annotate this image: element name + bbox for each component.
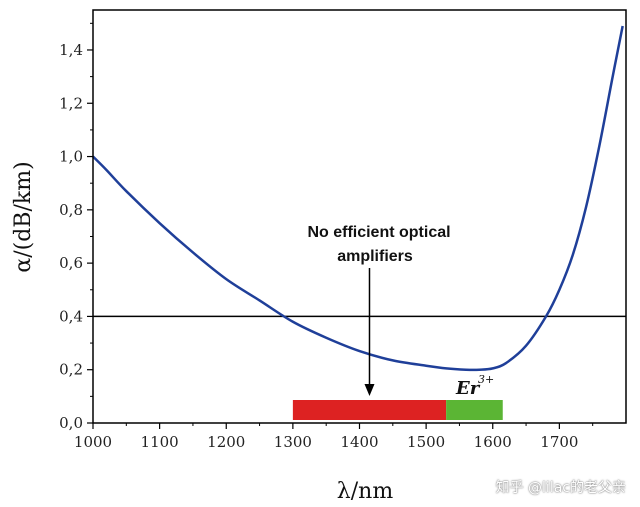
x-axis-title: λ/nm bbox=[337, 479, 394, 504]
no-amplifier-band bbox=[292, 400, 447, 420]
x-tick-label: 1700 bbox=[540, 433, 578, 451]
y-tick-label: 0,6 bbox=[59, 254, 83, 272]
y-tick-label: 1,2 bbox=[59, 94, 83, 112]
annotation-no-amp-line2: amplifiers bbox=[337, 248, 413, 265]
y-tick-label: 1,4 bbox=[59, 41, 83, 59]
series-line-attenuation bbox=[92, 25, 624, 372]
annotation-arrow-head bbox=[364, 384, 375, 396]
y-tick-label: 0,0 bbox=[59, 414, 83, 432]
x-tick-label: 1500 bbox=[407, 433, 445, 451]
y-tick-label: 0,4 bbox=[59, 307, 83, 325]
annotation-no-amp-line1: No efficient optical bbox=[307, 224, 450, 241]
er-band bbox=[446, 400, 503, 420]
er-label: Er bbox=[455, 378, 481, 399]
x-tick-label: 1600 bbox=[474, 433, 512, 451]
er-superscript: 3+ bbox=[478, 373, 494, 386]
y-tick-label: 1,0 bbox=[59, 148, 83, 166]
y-axis-title: α/(dB/km) bbox=[11, 161, 36, 272]
watermark: 知乎 @lilac的老父亲 bbox=[495, 480, 626, 496]
y-tick-label: 0,8 bbox=[59, 201, 83, 219]
x-tick-label: 1100 bbox=[141, 433, 179, 451]
x-tick-label: 1400 bbox=[340, 433, 378, 451]
x-tick-label: 1000 bbox=[74, 433, 112, 451]
x-tick-label: 1300 bbox=[274, 433, 312, 451]
y-tick-label: 0,2 bbox=[59, 361, 83, 379]
plot-frame bbox=[92, 9, 627, 424]
x-tick-label: 1200 bbox=[207, 433, 245, 451]
